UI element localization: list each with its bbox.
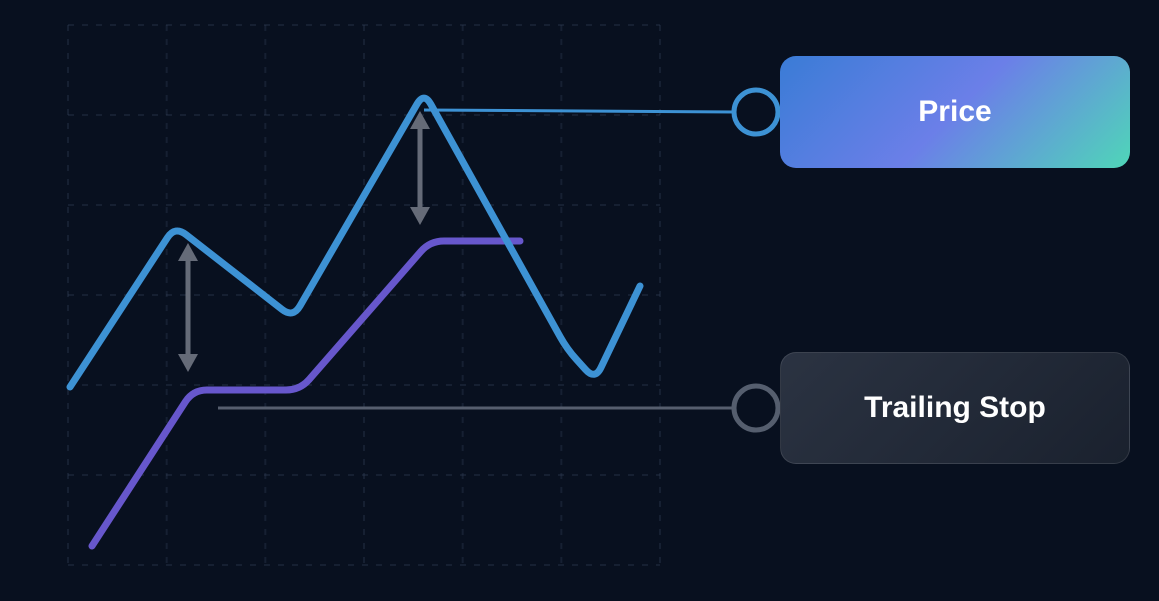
trailing-stop-tag: Trailing Stop	[780, 352, 1130, 464]
connectors	[218, 110, 735, 408]
price-line	[70, 98, 640, 387]
trailing-stop-line	[92, 241, 520, 546]
trailing-stop-tag-label: Trailing Stop	[864, 391, 1046, 425]
price-tag: Price	[780, 56, 1130, 168]
price-tag-label: Price	[918, 95, 991, 129]
grid	[68, 25, 660, 565]
tag-rings	[734, 90, 778, 430]
